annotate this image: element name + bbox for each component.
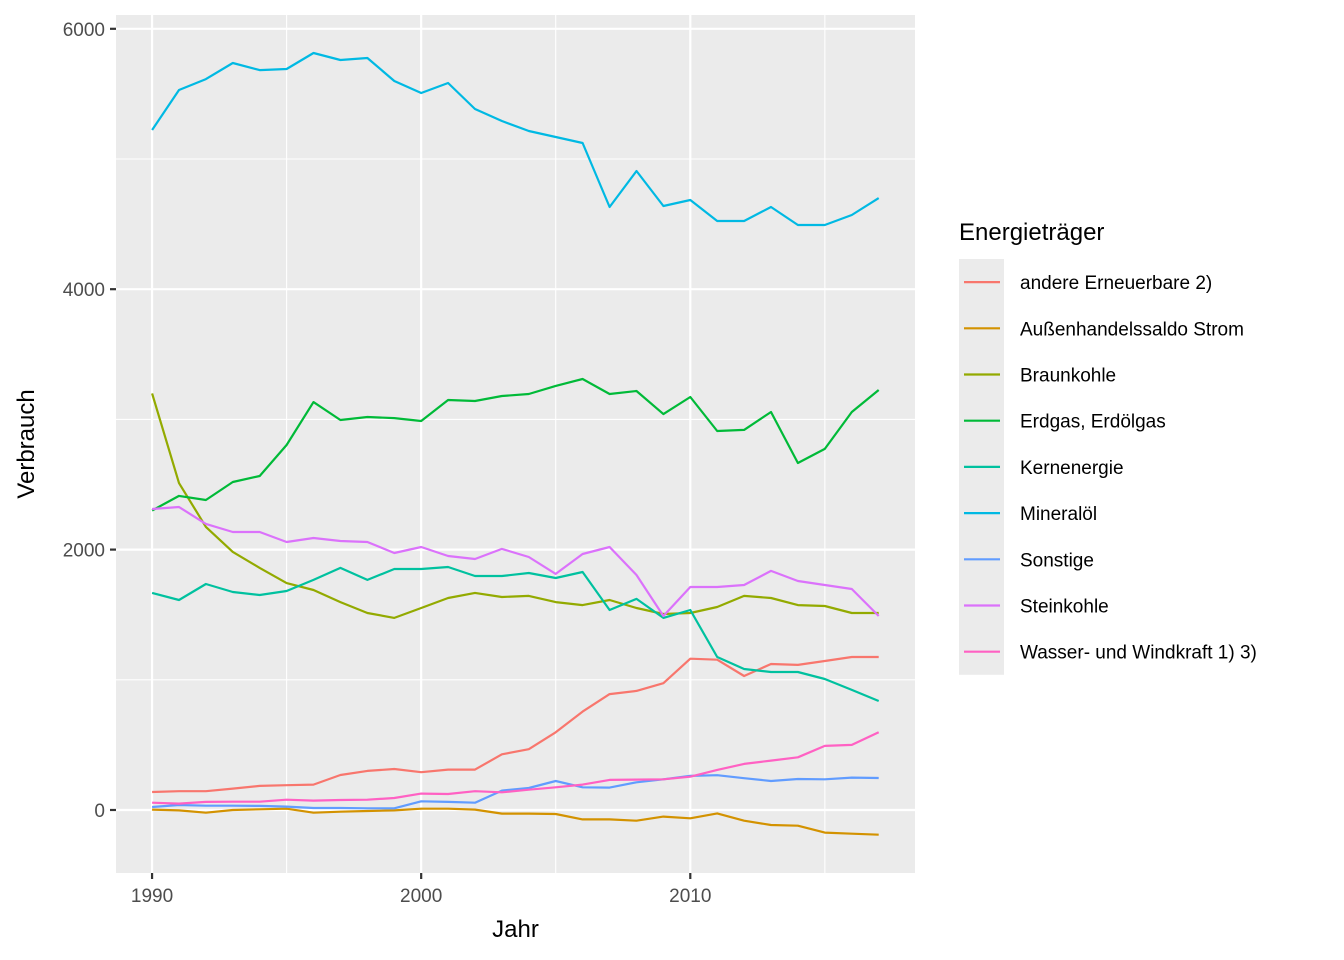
x-tick-label: 1990	[131, 886, 173, 907]
legend-item: Wasser- und Windkraft 1) 3)	[964, 643, 1257, 664]
legend: Energieträger andere Erneuerbare 2) Außen…	[959, 219, 1257, 675]
legend-title: Energieträger	[959, 219, 1104, 246]
y-tick-label: 4000	[63, 280, 105, 301]
legend-item: Mineralöl	[964, 504, 1097, 525]
series-line-3	[151, 377, 880, 512]
legend-label: Außenhandelssaldo Strom	[1020, 319, 1244, 340]
legend-label: Mineralöl	[1020, 504, 1097, 525]
legend-item: Kernenergie	[964, 458, 1124, 479]
series-line-4	[151, 565, 880, 703]
series-line-1	[152, 807, 879, 836]
y-axis-title: Verbrauch	[13, 389, 40, 498]
x-axis: 1990 2000 2010	[131, 873, 711, 907]
series-line-6	[152, 774, 879, 810]
x-tick-label: 2010	[669, 886, 711, 907]
legend-item: Außenhandelssaldo Strom	[964, 319, 1244, 340]
legend-label: Steinkohle	[1020, 597, 1109, 618]
legend-item: Braunkohle	[964, 366, 1116, 387]
legend-label: Kernenergie	[1020, 458, 1124, 479]
legend-label: andere Erneuerbare 2)	[1020, 273, 1212, 294]
series-line-5	[151, 51, 880, 227]
legend-label: Braunkohle	[1020, 366, 1116, 387]
series-lines	[151, 51, 880, 836]
legend-item: Sonstige	[964, 550, 1094, 571]
series-line-7	[152, 505, 880, 618]
legend-item: Steinkohle	[964, 597, 1109, 618]
legend-label: Erdgas, Erdölgas	[1020, 412, 1166, 433]
x-axis-title: Jahr	[492, 916, 539, 943]
series-line-2	[151, 393, 879, 620]
legend-item: Erdgas, Erdölgas	[964, 412, 1166, 433]
y-tick-label: 6000	[63, 20, 105, 41]
legend-item: andere Erneuerbare 2)	[964, 273, 1212, 294]
y-axis: 0 2000 4000 6000	[63, 20, 116, 822]
plot-panel	[116, 15, 915, 873]
x-tick-label: 2000	[400, 886, 442, 907]
minor-gridlines	[116, 15, 915, 873]
y-tick-label: 0	[94, 801, 105, 822]
major-gridlines	[116, 15, 915, 873]
legend-label: Sonstige	[1020, 550, 1094, 571]
series-line-8	[152, 731, 880, 805]
legend-label: Wasser- und Windkraft 1) 3)	[1020, 643, 1257, 664]
y-tick-label: 2000	[63, 541, 105, 562]
